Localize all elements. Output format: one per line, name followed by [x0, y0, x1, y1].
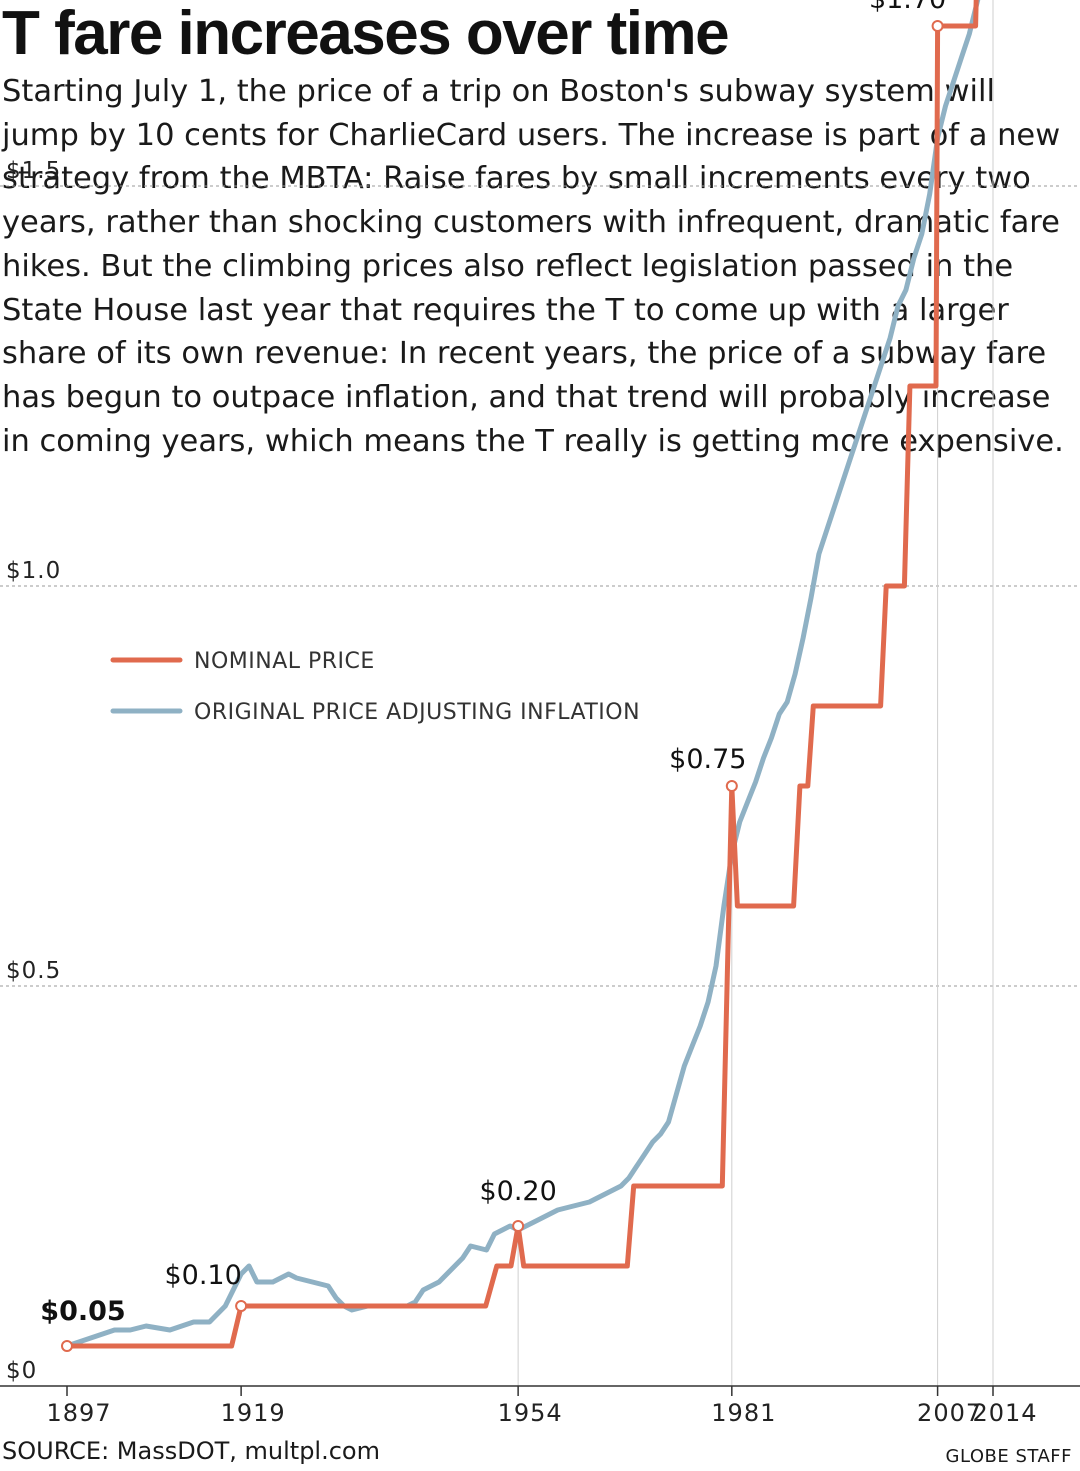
legend-label: ORIGINAL PRICE ADJUSTING INFLATION	[194, 700, 640, 725]
y-tick-label: $1.0	[6, 558, 61, 584]
data-label: $0.75	[669, 744, 746, 775]
data-point-marker	[725, 780, 738, 792]
x-tick-label: 1897	[46, 1399, 111, 1427]
x-tick-label: 2007	[917, 1399, 982, 1427]
x-tick-label: 1919	[221, 1399, 286, 1427]
data-label: $0.10	[164, 1260, 241, 1291]
source-note: SOURCE: MassDOT, multpl.com	[2, 1437, 380, 1465]
data-point-marker	[235, 1300, 248, 1312]
y-tick-label: $0.5	[6, 958, 61, 984]
nominal-price-line	[64, 0, 979, 1349]
data-point-marker	[931, 20, 944, 32]
data-label: $1.70	[869, 0, 946, 15]
credit-note: GLOBE STAFF	[945, 1446, 1072, 1467]
y-tick-label: $1.5	[6, 158, 61, 184]
y-tick-label: $0	[6, 1358, 37, 1384]
inflation-adjusted-line	[64, 0, 981, 1349]
data-label: $0.05	[40, 1296, 125, 1327]
legend-label: NOMINAL PRICE	[194, 649, 375, 674]
x-tick-label: 1981	[711, 1399, 776, 1427]
intro-paragraph: Starting July 1, the price of a trip on …	[2, 74, 1064, 459]
chart-title: T fare increases over time	[2, 0, 730, 68]
data-point-marker	[61, 1340, 73, 1352]
data-label: $0.20	[479, 1176, 556, 1207]
x-tick-label: 2014	[972, 1399, 1037, 1427]
x-tick-label: 1954	[498, 1399, 563, 1427]
data-point-marker	[512, 1220, 525, 1232]
